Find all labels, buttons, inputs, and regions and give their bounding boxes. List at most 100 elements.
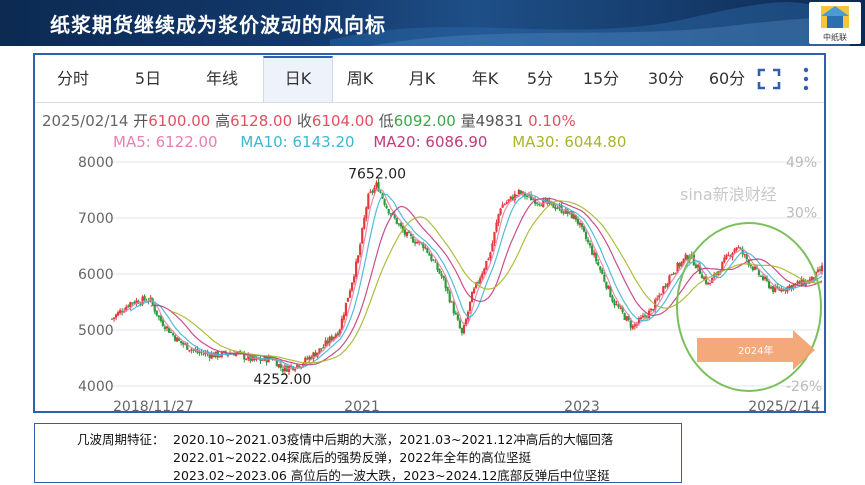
price-annotation: 7652.00 (348, 166, 406, 182)
candle-body (481, 273, 484, 278)
tab-timeshare[interactable]: 分时 (56, 69, 89, 88)
candle-body (434, 261, 437, 263)
candle-body (741, 248, 744, 255)
tab-60min[interactable]: 60分 (708, 69, 746, 88)
y-tick-label: 5000 (78, 323, 114, 339)
candle-body (770, 286, 773, 289)
candle-body (125, 306, 128, 311)
candle-body (810, 276, 813, 281)
candle-body (721, 261, 724, 271)
candle-body (357, 255, 360, 263)
candle-body (503, 204, 506, 206)
page-title: 纸浆期货继续成为浆价波动的风向标 (50, 13, 386, 37)
candle-body (405, 231, 409, 236)
highlight-circle (676, 222, 822, 392)
candle-body (733, 249, 736, 253)
candle-body (279, 363, 282, 368)
tab-5day[interactable]: 5日 (134, 69, 162, 88)
candle-body (448, 291, 451, 303)
more-vertical-icon[interactable] (801, 66, 811, 92)
candle-body (281, 369, 284, 372)
candle-body (422, 243, 425, 249)
candle-body (310, 356, 313, 360)
candle-body (346, 297, 350, 302)
candle-body (704, 276, 708, 284)
candle-body (261, 359, 264, 361)
candle-body (674, 272, 677, 275)
candle-body (129, 302, 132, 308)
candle-body (737, 247, 740, 249)
high-label: 高 (215, 112, 231, 130)
candle-body (127, 305, 130, 307)
candle-body (117, 312, 120, 316)
candle-body (601, 269, 604, 275)
quote-info-bar: 2025/02/14 开6100.00 高6128.00 收6104.00 低6… (42, 110, 576, 131)
candle-body (566, 210, 569, 214)
candle-body (424, 247, 427, 249)
candle-body (564, 208, 567, 214)
candle-body (180, 340, 183, 344)
candle-body (489, 252, 492, 259)
tab-yearly-k[interactable]: 年K (471, 69, 499, 88)
note-line-3: 2023.02~2023.06 高位后的一波大跌，2023~2024.12底部反… (173, 468, 610, 483)
low-label: 低 (378, 112, 394, 130)
arrow-label: 2024年 (738, 344, 773, 357)
candle-body (784, 289, 787, 291)
candle-body (580, 222, 584, 227)
candle-body (700, 274, 704, 279)
watermark-text: sina新浪财经 (680, 185, 777, 204)
tab-30min[interactable]: 30分 (647, 69, 685, 88)
candle-body (171, 333, 175, 336)
candle-body (529, 194, 533, 201)
candle-body (501, 204, 504, 208)
candle-body (682, 258, 685, 263)
candle-body (706, 282, 710, 285)
candle-body (210, 353, 213, 359)
candle-body (820, 265, 824, 272)
tab-yearline[interactable]: 年线 (205, 69, 238, 88)
candle-body (776, 286, 779, 289)
candle-body (186, 342, 189, 350)
candle-body (743, 254, 746, 256)
candle-body (613, 300, 616, 306)
tab-5min[interactable]: 5分 (526, 69, 554, 88)
candle-body (411, 236, 415, 243)
tab-15min[interactable]: 15分 (582, 69, 620, 88)
candle-body (627, 315, 630, 320)
volume-value: 49831 (475, 112, 524, 130)
candle-body (340, 318, 343, 330)
candle-body (239, 350, 242, 352)
candle-body (729, 255, 732, 257)
candle-body (318, 348, 321, 353)
candle-body (334, 334, 337, 338)
candle-body (475, 282, 478, 288)
candle-body (352, 276, 356, 283)
candle-body (570, 210, 573, 219)
candle-body (790, 285, 793, 290)
candle-body (788, 285, 791, 288)
candle-body (173, 335, 177, 341)
candle-body (135, 300, 138, 304)
candle-body (432, 259, 435, 261)
fullscreen-icon[interactable] (757, 68, 781, 90)
candle-body (401, 225, 405, 231)
logo-text: 中纸联 (823, 33, 847, 42)
tab-weekly-k[interactable]: 周K (346, 69, 374, 88)
candle-body (218, 356, 221, 358)
tab-monthly-k[interactable]: 月K (408, 69, 436, 88)
right-tick-label: 49% (786, 155, 817, 171)
candle-body (141, 296, 144, 305)
candle-body (259, 358, 262, 361)
note-line-2: 2022.01~2022.04探底后的强势反弹，2022年全年的高位坚挺 (173, 450, 532, 465)
logo: 中纸联 (809, 2, 861, 44)
annotations-group: 7652.00 4252.00 (253, 166, 406, 387)
candle-body (454, 312, 457, 315)
tab-daily-k[interactable]: 日K (263, 56, 333, 102)
ma30-label: MA30: 6044.80 (512, 133, 627, 151)
y-tick-label: 7000 (78, 211, 114, 227)
candle-body (320, 348, 323, 350)
candle-body (511, 196, 514, 201)
candle-body (133, 302, 136, 304)
candle-body (114, 314, 118, 318)
